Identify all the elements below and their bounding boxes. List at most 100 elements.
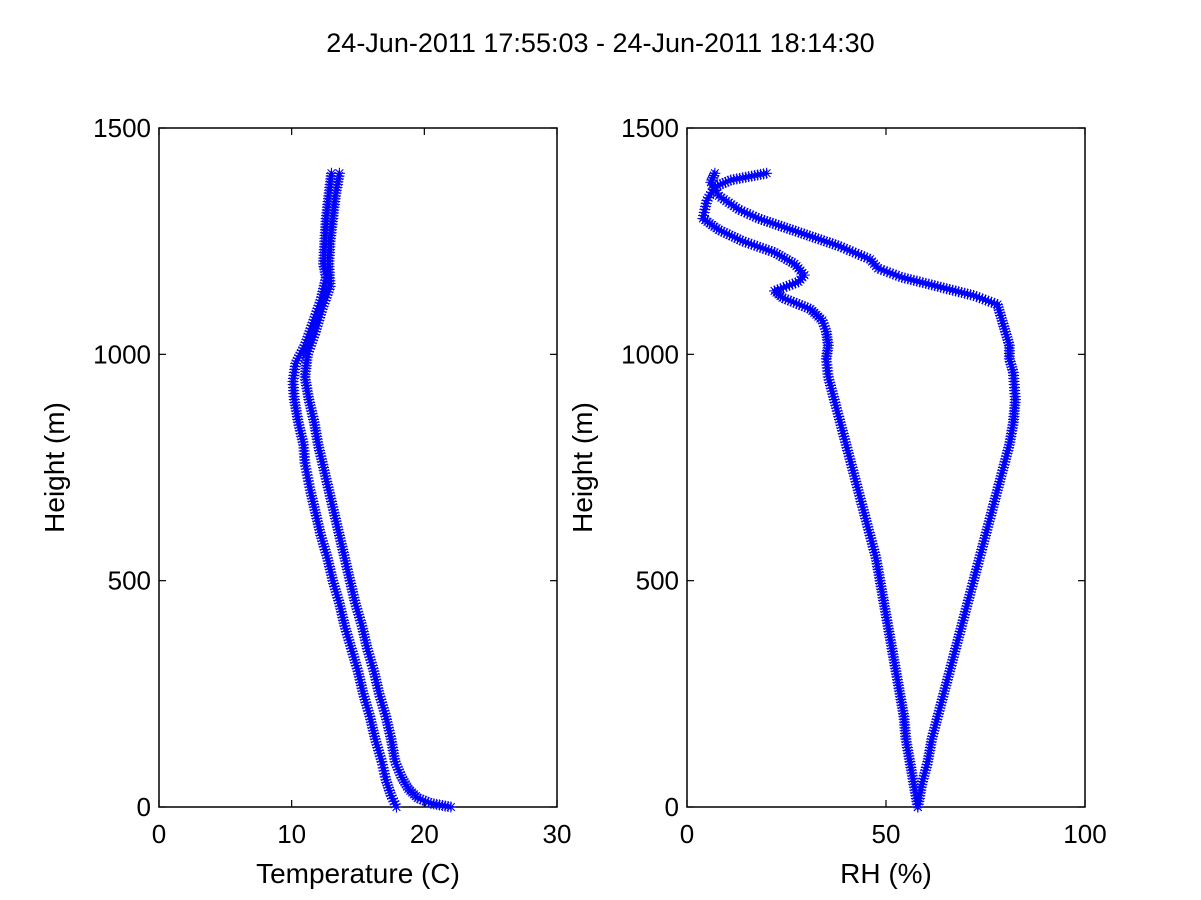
- data-point: [985, 510, 997, 522]
- data-point: [302, 475, 314, 487]
- data-point: [776, 251, 788, 263]
- data-point: [998, 320, 1010, 332]
- data-point: [754, 241, 766, 253]
- data-point: [300, 336, 312, 348]
- data-point: [317, 535, 329, 547]
- data-point: [322, 286, 334, 298]
- data-point: [908, 274, 920, 286]
- data-point: [940, 679, 952, 691]
- data-point: [945, 660, 957, 672]
- data-point: [782, 294, 794, 306]
- data-point: [335, 538, 347, 550]
- data-point: [786, 278, 798, 290]
- data-point: [325, 493, 337, 505]
- data-point: [981, 524, 993, 536]
- data-point: [329, 510, 341, 522]
- data-point: [338, 617, 350, 629]
- data-point: [854, 490, 866, 502]
- data-point: [932, 280, 944, 292]
- data-point: [351, 662, 363, 674]
- data-point: [928, 725, 940, 737]
- data-point: [804, 303, 816, 315]
- data-point: [342, 631, 354, 643]
- data-point: [360, 696, 372, 708]
- data-point: [374, 750, 386, 762]
- data-point: [840, 439, 852, 451]
- data-point: [881, 266, 893, 278]
- data-point: [977, 538, 989, 550]
- series-2: [287, 167, 402, 813]
- data-point: [373, 685, 385, 697]
- data-point: [297, 436, 309, 448]
- data-point: [302, 472, 314, 484]
- data-point: [324, 563, 336, 575]
- y-tick-label: 0: [665, 792, 679, 822]
- data-point: [341, 628, 353, 640]
- data-point: [911, 275, 923, 287]
- data-point: [355, 617, 367, 629]
- data-point: [995, 309, 1007, 321]
- data-point: [382, 719, 394, 731]
- data-point: [328, 580, 340, 592]
- data-point: [321, 549, 333, 561]
- data-point: [868, 544, 880, 556]
- data-point: [751, 240, 763, 252]
- data-point: [383, 784, 395, 796]
- data-point: [747, 210, 759, 222]
- data-point: [1003, 439, 1015, 451]
- data-point: [386, 793, 398, 805]
- data-point: [397, 774, 409, 786]
- data-point: [980, 294, 991, 306]
- data-point: [320, 546, 332, 558]
- data-point: [980, 527, 992, 539]
- data-point: [306, 337, 318, 349]
- data-point: [347, 589, 359, 601]
- data-point: [788, 258, 800, 270]
- data-point: [930, 719, 942, 731]
- data-point: [316, 532, 328, 544]
- data-point: [292, 416, 304, 428]
- data-point: [770, 218, 782, 230]
- data-point: [778, 221, 790, 233]
- data-point: [936, 693, 948, 705]
- data-point: [997, 318, 1009, 330]
- y-tick-label: 1000: [621, 339, 679, 369]
- data-point: [971, 561, 983, 573]
- data-point: [344, 575, 356, 587]
- data-point: [298, 342, 310, 354]
- data-point: [953, 286, 965, 298]
- data-point: [334, 532, 346, 544]
- data-point: [986, 504, 998, 516]
- data-point: [830, 399, 842, 411]
- data-point: [350, 660, 362, 672]
- data-point: [697, 213, 709, 225]
- data-point: [706, 186, 718, 198]
- data-point: [366, 719, 378, 731]
- data-point: [363, 708, 375, 720]
- data-point: [941, 674, 953, 686]
- data-point: [320, 271, 332, 283]
- data-point: [927, 727, 939, 739]
- data-point: [296, 344, 308, 356]
- data-point: [1004, 356, 1016, 368]
- data-point: [795, 227, 807, 239]
- data-point: [378, 765, 390, 777]
- data-point: [985, 296, 997, 308]
- data-point: [869, 549, 881, 561]
- data-point: [978, 535, 990, 547]
- data-point: [995, 312, 1007, 324]
- data-point: [848, 470, 860, 482]
- data-point: [361, 702, 373, 714]
- data-point: [781, 254, 793, 266]
- data-point: [1003, 442, 1015, 454]
- data-point: [836, 422, 848, 434]
- data-point: [856, 498, 868, 510]
- data-point: [324, 490, 336, 502]
- data-point: [367, 725, 379, 737]
- data-point: [363, 648, 375, 660]
- data-point: [309, 311, 321, 323]
- data-point: [837, 428, 849, 440]
- data-point: [838, 430, 850, 442]
- data-point: [977, 293, 989, 305]
